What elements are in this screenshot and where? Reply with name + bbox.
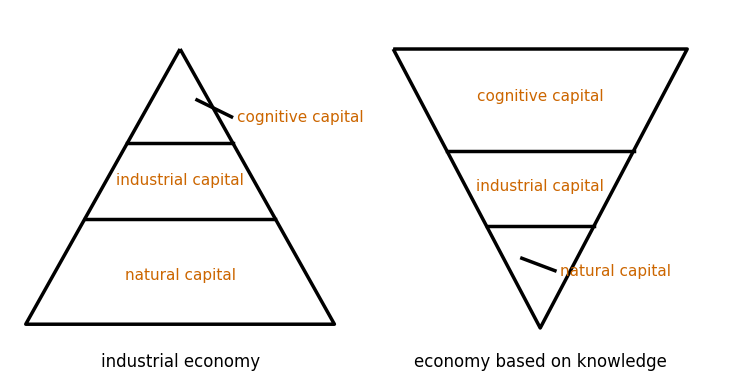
Text: cognitive capital: cognitive capital [237, 110, 363, 125]
Text: industrial capital: industrial capital [116, 173, 244, 188]
Text: industrial economy: industrial economy [101, 353, 259, 371]
Text: natural capital: natural capital [124, 268, 236, 283]
Text: industrial capital: industrial capital [476, 179, 604, 194]
Text: cognitive capital: cognitive capital [477, 89, 603, 104]
Text: natural capital: natural capital [560, 264, 671, 279]
Text: economy based on knowledge: economy based on knowledge [414, 353, 667, 371]
